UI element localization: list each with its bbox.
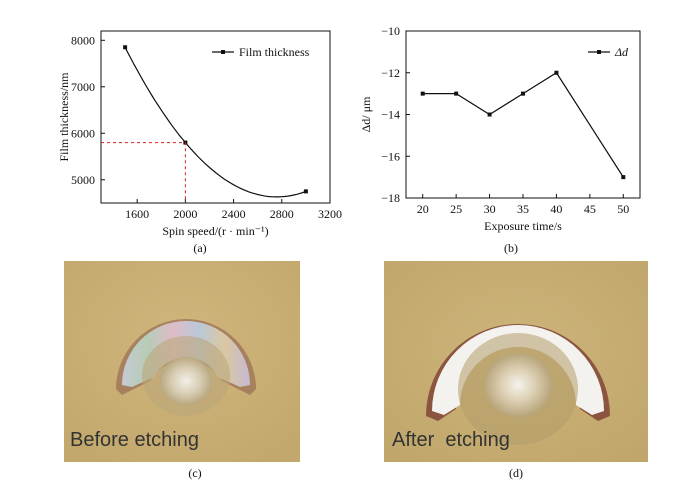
x-tick-label: 25: [450, 202, 462, 216]
plot-frame: [405, 30, 641, 199]
x-tick-label: 2000: [173, 207, 197, 221]
x-tick-label: 40: [550, 202, 562, 216]
delta-d-svg: 20 25 30 35 40 45 50 −10 −12 −14 −16 −18 Exposure ti…: [359, 24, 641, 233]
x-tick-label: 3200: [318, 207, 342, 221]
y-axis-label: Film thickness/nm: [60, 72, 71, 162]
data-point: [487, 112, 492, 117]
y-tick-label: −10: [381, 24, 400, 38]
data-point: [454, 91, 459, 96]
film-thickness-chart: 1600 2000 2400 2800 3200 5000 6000 7000 8000 Spin…: [57, 20, 350, 260]
x-axis-label: Exposure time/s: [484, 219, 562, 233]
data-point: [303, 189, 308, 194]
caption-d: (d): [509, 466, 523, 480]
y-tick-label: 6000: [71, 126, 95, 140]
data-point: [554, 70, 559, 75]
data-point: [521, 91, 525, 96]
x-tick-label: 2400: [222, 207, 246, 221]
x-tick-label: 50: [617, 202, 629, 216]
legend-label: Film thickness: [239, 45, 310, 59]
data-point: [123, 45, 128, 50]
x-tick-label: 20: [417, 202, 429, 216]
x-tick-label: 45: [584, 202, 596, 216]
caption-c: (c): [188, 466, 202, 480]
y-tick-label: −16: [381, 149, 400, 163]
after-etching-label: After etching: [392, 429, 510, 451]
legend-marker: [221, 50, 225, 54]
data-point: [621, 175, 626, 180]
guide-line: [101, 142, 186, 203]
caption-a: (a): [193, 241, 207, 255]
before-etching-photo: Before etching: [64, 261, 300, 462]
legend-label: Δd: [614, 45, 629, 59]
x-tick-label: 35: [517, 202, 529, 216]
series-line: [422, 71, 624, 178]
y-tick-label: 5000: [71, 173, 95, 187]
y-tick-label: −12: [381, 66, 400, 80]
y-tick-label: −18: [381, 191, 400, 205]
data-point: [420, 91, 425, 96]
film-thickness-svg: 1600 2000 2400 2800 3200 5000 6000 7000 8000 Spin…: [57, 30, 342, 238]
y-tick-label: −14: [381, 108, 400, 122]
y-tick-label: 7000: [71, 80, 95, 94]
before-etching-image: [64, 261, 300, 462]
x-tick-label: 1600: [125, 207, 149, 221]
x-tick-label: 2800: [270, 207, 294, 221]
x-axis-label: Spin speed/(r · min⁻¹): [162, 224, 268, 238]
before-etching-label: Before etching: [70, 429, 199, 451]
after-etching-photo: After etching: [384, 261, 648, 462]
legend-marker: [597, 50, 601, 54]
x-tick-label: 30: [484, 202, 496, 216]
y-tick-label: 8000: [71, 33, 95, 47]
after-etching-image: [384, 261, 648, 462]
delta-d-chart: 20 25 30 35 40 45 50 −10 −12 −14 −16 −18 Exposure ti…: [350, 20, 650, 260]
y-axis-label: Δd/ μm: [359, 96, 373, 132]
caption-b: (b): [504, 241, 518, 255]
series-line: [124, 47, 307, 198]
plot-frame: [100, 30, 331, 204]
